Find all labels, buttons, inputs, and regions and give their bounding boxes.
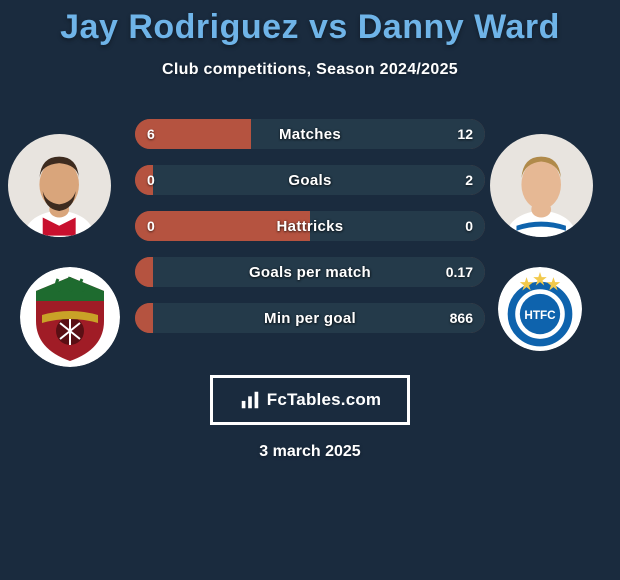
subtitle: Club competitions, Season 2024/2025	[0, 61, 620, 79]
stat-label: Hattricks	[277, 218, 344, 235]
crest-right: HTFC	[498, 267, 582, 351]
shield-icon	[20, 267, 120, 367]
badge-icon: HTFC	[498, 267, 582, 351]
stat-right-value: 0.17	[446, 264, 473, 280]
person-icon	[500, 144, 582, 237]
stat-right-value: 12	[457, 126, 473, 142]
stats-area: HTFC 6 12 Matches 0 2 Goals 0 0 Hattricks 0.17 Goa…	[0, 107, 620, 367]
stat-right-value: 0	[465, 218, 473, 234]
crest-left	[20, 267, 120, 367]
stat-left-value: 6	[147, 126, 155, 142]
stat-bars: 6 12 Matches 0 2 Goals 0 0 Hattricks 0.17 Goals pe…	[135, 119, 485, 349]
brand-badge: FcTables.com	[210, 375, 410, 425]
stat-right-value: 2	[465, 172, 473, 188]
bar-fill-left	[135, 257, 153, 287]
stat-label: Matches	[279, 126, 341, 143]
stat-row: 0 0 Hattricks	[135, 211, 485, 241]
svg-text:HTFC: HTFC	[524, 309, 556, 322]
date-text: 3 march 2025	[0, 443, 620, 461]
page-title: Jay Rodriguez vs Danny Ward	[0, 0, 620, 47]
person-icon	[18, 144, 100, 237]
stat-row: 0.17 Goals per match	[135, 257, 485, 287]
bar-fill-left	[135, 303, 153, 333]
stat-right-value: 866	[450, 310, 473, 326]
stat-left-value: 0	[147, 172, 155, 188]
player-right-avatar	[490, 134, 593, 237]
stat-row: 0 2 Goals	[135, 165, 485, 195]
stat-label: Goals	[288, 172, 331, 189]
stat-left-value: 0	[147, 218, 155, 234]
brand-text: FcTables.com	[267, 390, 382, 410]
stat-row: 866 Min per goal	[135, 303, 485, 333]
chart-icon	[239, 389, 261, 411]
comparison-card: Jay Rodriguez vs Danny Ward Club competi…	[0, 0, 620, 580]
stat-label: Min per goal	[264, 310, 356, 327]
player-left-avatar	[8, 134, 111, 237]
stat-label: Goals per match	[249, 264, 371, 281]
stat-row: 6 12 Matches	[135, 119, 485, 149]
